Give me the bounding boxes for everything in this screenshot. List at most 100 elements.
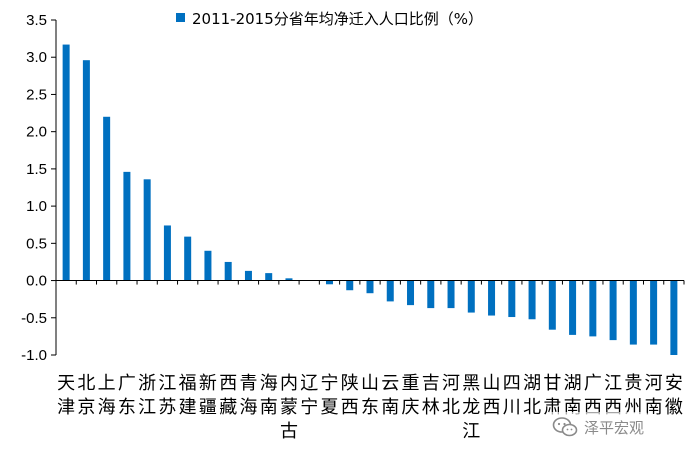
- category-label: 河南: [645, 373, 663, 418]
- y-tick-label: 0.5: [26, 235, 47, 252]
- category-label-char: 宁: [300, 397, 318, 418]
- category-label: 山东: [361, 373, 379, 418]
- category-label-char: 藏: [219, 397, 237, 418]
- bar: [285, 278, 293, 281]
- bar: [548, 280, 556, 330]
- category-label-char: 南: [645, 397, 663, 418]
- bar: [62, 44, 70, 281]
- legend: 2011-2015分省年均净迁入人口比例（%）: [176, 10, 483, 28]
- wechat-icon: [552, 417, 578, 437]
- y-tick-label: 1.0: [26, 198, 47, 215]
- category-label: 北京: [77, 373, 95, 418]
- category-label-char: 新: [199, 373, 217, 394]
- category-label-char: 山: [361, 373, 379, 394]
- category-label-char: 福: [179, 373, 197, 394]
- y-tick-label: 3.5: [26, 12, 47, 29]
- category-label-char: 贵: [624, 373, 642, 394]
- y-axis: [51, 19, 685, 356]
- category-label-char: 津: [57, 397, 75, 418]
- category-label-char: 内: [280, 373, 298, 394]
- bar: [366, 280, 374, 294]
- category-label-char: 四: [503, 373, 521, 394]
- category-label-char: 徽: [665, 397, 683, 418]
- watermark: 泽平宏观: [548, 412, 649, 442]
- category-label: 福建: [179, 373, 197, 418]
- category-label-char: 海: [98, 397, 116, 418]
- category-label-char: 甘: [543, 373, 561, 394]
- bar: [184, 236, 192, 281]
- bar: [629, 280, 637, 345]
- bar: [143, 179, 151, 281]
- bar: [407, 280, 415, 306]
- category-label-char: 青: [239, 373, 257, 394]
- category-label-char: 江: [158, 373, 176, 394]
- category-label: 内蒙古: [280, 373, 298, 442]
- category-label: 西藏: [219, 373, 237, 418]
- legend-label: 2011-2015分省年均净迁入人口比例（%）: [192, 10, 483, 28]
- category-label-char: 建: [179, 397, 197, 418]
- bar: [609, 280, 617, 341]
- category-label: 辽宁: [300, 373, 318, 418]
- category-label: 云南: [381, 373, 399, 418]
- category-label-char: 龙: [462, 397, 480, 418]
- legend-swatch: [176, 13, 185, 22]
- category-label: 江苏: [158, 373, 176, 418]
- watermark-text: 泽平宏观: [584, 418, 645, 437]
- bar: [346, 280, 354, 291]
- bar: [103, 116, 111, 281]
- category-label-char: 南: [381, 397, 399, 418]
- bar: [82, 60, 90, 281]
- y-tick-label: -0.5: [21, 310, 47, 327]
- bar: [528, 280, 536, 320]
- category-label: 安徽: [665, 373, 683, 418]
- category-label: 宁夏: [320, 373, 338, 418]
- bars-group: [62, 44, 678, 355]
- category-label-char: 云: [381, 373, 399, 394]
- category-label-char: 西: [483, 397, 501, 418]
- category-label: 黑龙江: [462, 373, 480, 442]
- category-label-char: 南: [260, 397, 278, 418]
- category-label-char: 广: [584, 373, 602, 394]
- category-label-char: 吉: [422, 373, 440, 394]
- category-label-char: 江: [604, 373, 622, 394]
- category-label: 天津: [57, 373, 75, 418]
- bar: [265, 273, 273, 281]
- category-label-char: 川: [503, 397, 521, 418]
- category-label-char: 庆: [402, 397, 420, 418]
- y-tick-labels: 3.5 3.0 2.5 2.0 1.5 1.0 0.5 0.0 -0.5 -1.0: [21, 12, 47, 364]
- category-label-char: 上: [98, 373, 116, 394]
- category-label-char: 北: [77, 373, 95, 394]
- category-label: 陕西: [341, 373, 359, 418]
- y-tick-label: 1.5: [26, 161, 47, 178]
- category-label-char: 古: [280, 421, 298, 442]
- bar: [488, 280, 496, 316]
- category-label-char: 海: [260, 373, 278, 394]
- category-label: 重庆: [402, 373, 420, 418]
- category-label-char: 夏: [320, 397, 338, 418]
- bar: [427, 280, 435, 309]
- bar: [670, 280, 678, 355]
- y-tick-label: 0.0: [26, 273, 47, 290]
- category-label-char: 东: [118, 397, 136, 418]
- category-label: 青海: [239, 373, 257, 418]
- category-label: 海南: [260, 373, 278, 418]
- category-label-char: 蒙: [280, 397, 298, 418]
- category-label-char: 北: [442, 397, 460, 418]
- bar: [224, 261, 232, 281]
- bar: [569, 280, 577, 335]
- category-label-char: 北: [523, 397, 541, 418]
- category-label-char: 江: [138, 397, 156, 418]
- category-label-char: 辽: [300, 373, 318, 394]
- category-label: 新疆: [199, 373, 217, 418]
- bar: [508, 280, 516, 318]
- category-label-char: 广: [118, 373, 136, 394]
- category-label-char: 东: [361, 397, 379, 418]
- category-label: 上海: [98, 373, 116, 418]
- category-label-char: 宁: [320, 373, 338, 394]
- y-tick-label: 3.0: [26, 49, 47, 66]
- category-label-char: 京: [77, 397, 95, 418]
- category-label-char: 西: [219, 373, 237, 394]
- category-label-char: 江: [462, 421, 480, 442]
- bar: [204, 250, 212, 281]
